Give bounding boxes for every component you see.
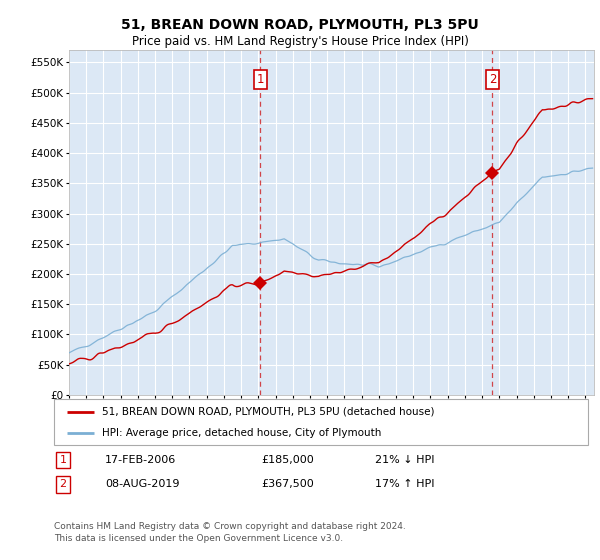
Text: 17% ↑ HPI: 17% ↑ HPI: [375, 479, 434, 489]
Text: Price paid vs. HM Land Registry's House Price Index (HPI): Price paid vs. HM Land Registry's House …: [131, 35, 469, 49]
Text: 1: 1: [257, 73, 264, 86]
Text: HPI: Average price, detached house, City of Plymouth: HPI: Average price, detached house, City…: [102, 428, 382, 438]
Text: 51, BREAN DOWN ROAD, PLYMOUTH, PL3 5PU: 51, BREAN DOWN ROAD, PLYMOUTH, PL3 5PU: [121, 18, 479, 32]
Text: £185,000: £185,000: [261, 455, 314, 465]
Text: Contains HM Land Registry data © Crown copyright and database right 2024.
This d: Contains HM Land Registry data © Crown c…: [54, 522, 406, 543]
Text: 17-FEB-2006: 17-FEB-2006: [105, 455, 176, 465]
Text: 08-AUG-2019: 08-AUG-2019: [105, 479, 179, 489]
Text: 21% ↓ HPI: 21% ↓ HPI: [375, 455, 434, 465]
FancyBboxPatch shape: [54, 399, 588, 445]
Text: 1: 1: [59, 455, 67, 465]
Text: 2: 2: [59, 479, 67, 489]
Text: 2: 2: [488, 73, 496, 86]
Text: £367,500: £367,500: [261, 479, 314, 489]
Text: 51, BREAN DOWN ROAD, PLYMOUTH, PL3 5PU (detached house): 51, BREAN DOWN ROAD, PLYMOUTH, PL3 5PU (…: [102, 407, 434, 417]
